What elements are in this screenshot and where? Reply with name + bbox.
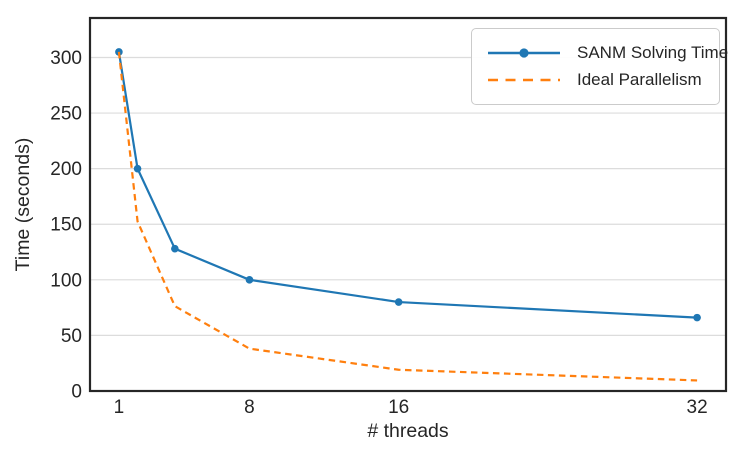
legend-item-ideal-parallelism: Ideal Parallelism — [486, 70, 713, 90]
x-tick-label-8: 8 — [244, 397, 255, 418]
ideal-parallelism-swatch-icon — [488, 78, 560, 82]
data-point-sanm-solving-time-x2 — [133, 164, 142, 173]
data-point-sanm-solving-time-x4 — [171, 244, 179, 253]
y-tick-label-250: 250 — [50, 104, 82, 125]
y-tick-label-0: 0 — [71, 382, 82, 403]
y-tick-label-150: 150 — [50, 215, 82, 236]
y-tick-label-300: 300 — [50, 48, 82, 69]
series-line-sanm-solving-time — [117, 51, 698, 319]
plot-border — [88, 16, 728, 393]
legend-label-ideal-parallelism: Ideal Parallelism — [577, 70, 702, 89]
legend: SANM Solving Time Ideal Parallelism — [471, 28, 728, 105]
legend-item-sanm-solving-time: SANM Solving Time — [486, 43, 728, 63]
x-tick-label-16: 16 — [388, 397, 409, 418]
x-axis-title: # threads — [367, 420, 449, 442]
sanm-line-swatch-icon — [488, 48, 560, 58]
x-tick-label-32: 32 — [687, 397, 708, 418]
y-tick-label-50: 50 — [61, 326, 82, 347]
y-axis-title: Time (seconds) — [12, 138, 34, 272]
x-tick-label-1: 1 — [114, 397, 125, 418]
y-tick-label-200: 200 — [50, 159, 82, 180]
data-point-sanm-solving-time-x32 — [693, 313, 701, 322]
data-point-sanm-solving-time-x16 — [394, 298, 403, 306]
legend-label-sanm-solving-time: SANM Solving Time — [577, 42, 729, 62]
y-tick-label-100: 100 — [50, 270, 82, 291]
data-point-sanm-solving-time-x8 — [245, 276, 254, 284]
